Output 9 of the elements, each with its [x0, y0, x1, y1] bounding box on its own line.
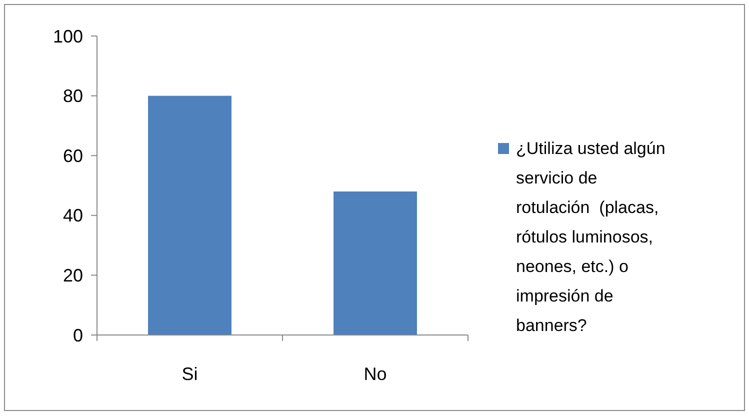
y-tick-label: 0 [72, 325, 83, 346]
y-tick-label: 20 [62, 266, 83, 286]
x-tick-label: Si [182, 364, 198, 384]
y-tick-label: 80 [62, 86, 83, 106]
y-tick-label: 100 [52, 26, 83, 46]
y-tick-label: 40 [62, 206, 83, 226]
y-tick-label: 60 [62, 146, 83, 166]
legend-label: ¿Utiliza usted algún servicio de rotulación (placas, rótulos luminosos, neones, etc.) o impresión de banners? [516, 139, 666, 335]
x-tick-label: No [364, 364, 387, 384]
